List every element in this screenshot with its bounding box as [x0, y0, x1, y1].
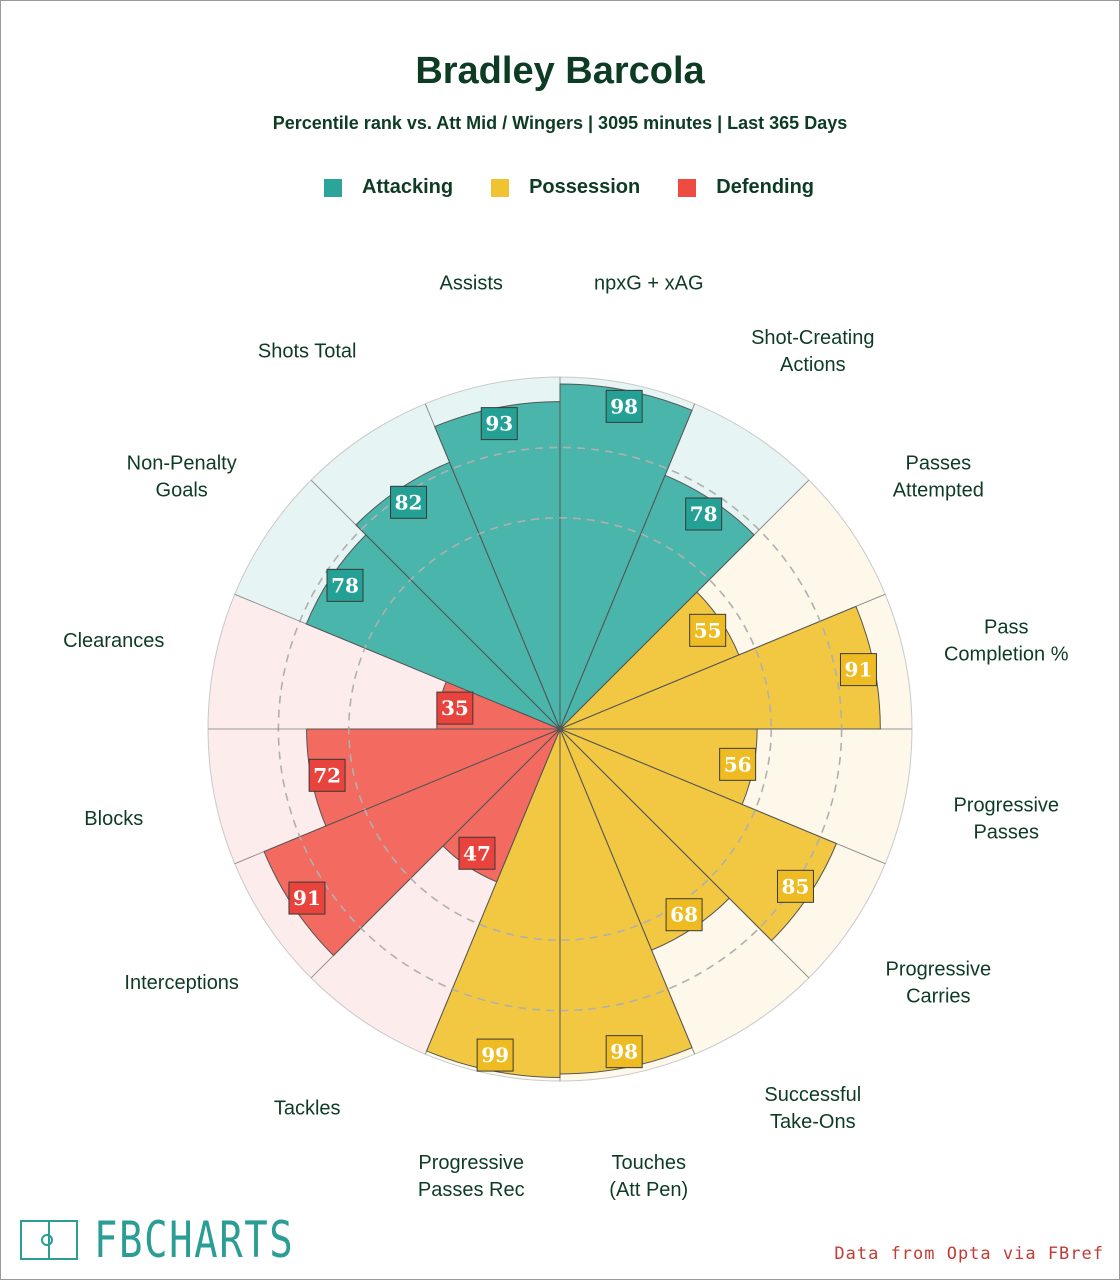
radial-line	[559, 728, 886, 865]
value-label-box	[776, 869, 814, 903]
value-label-box	[390, 485, 428, 519]
value-label-text: 55	[694, 618, 722, 642]
value-label-progressive-carries: 85	[776, 869, 814, 903]
value-label-text: 68	[670, 903, 698, 927]
category-label-non-penalty-goals: Non-Penalty Goals	[127, 453, 237, 502]
value-label-text: 91	[845, 658, 873, 682]
value-label-text: 85	[782, 874, 810, 898]
value-label-text: 47	[463, 841, 491, 865]
value-label-box	[476, 1038, 514, 1072]
value-label-box	[458, 836, 496, 870]
category-label-progressive-passes: Progressive Passes	[953, 794, 1059, 843]
value-label-text: 56	[724, 752, 752, 776]
legend-swatch-defending	[678, 178, 697, 197]
legend-item-defending: Defending	[678, 176, 814, 199]
value-label-text: 98	[610, 1040, 638, 1064]
value-label-shot-creating-actions: 78	[685, 497, 723, 531]
value-label-successful-take-ons: 68	[665, 898, 703, 932]
legend-label-defending: Defending	[716, 176, 815, 198]
legend-item-possession: Possession	[491, 176, 640, 199]
value-label-box	[839, 653, 877, 687]
radial-line	[559, 593, 886, 730]
category-label-touches-att-pen: Touches (Att Pen)	[609, 1152, 688, 1201]
value-label-assists: 93	[480, 407, 518, 441]
pitch-icon	[20, 1220, 78, 1260]
radial-line	[310, 728, 561, 979]
value-label-text: 91	[293, 886, 321, 910]
category-label-progressive-passes-rec: Progressive Passes Rec	[418, 1152, 525, 1201]
value-label-box	[605, 1035, 643, 1069]
value-label-progressive-passes-rec: 99	[476, 1038, 514, 1072]
radial-line	[559, 728, 810, 979]
value-label-box	[605, 389, 643, 423]
radial-line	[559, 403, 696, 730]
legend-swatch-attacking	[323, 178, 342, 197]
value-label-interceptions: 91	[288, 881, 326, 915]
value-label-clearances: 35	[436, 691, 474, 725]
radial-line	[424, 403, 561, 730]
legend-item-attacking: Attacking	[323, 176, 454, 199]
value-label-box	[689, 613, 727, 647]
value-label-pass-completion: 91	[839, 653, 877, 687]
data-credit: Data from Opta via FBref	[834, 1244, 1104, 1264]
value-label-shots-total: 82	[390, 485, 428, 519]
category-label-blocks: Blocks	[84, 808, 143, 830]
value-label-non-penalty-goals: 78	[326, 568, 364, 602]
legend-swatch-possession	[491, 178, 510, 197]
value-label-box	[665, 898, 703, 932]
radial-line	[234, 728, 561, 865]
value-label-box	[308, 758, 346, 792]
value-label-text: 82	[395, 490, 423, 514]
value-label-text: 78	[690, 502, 718, 526]
category-label-pass-completion: Pass Completion %	[944, 617, 1069, 666]
value-label-box	[719, 747, 757, 781]
value-label-box	[685, 497, 723, 531]
category-label-npxg-xag: npxG + xAG	[594, 273, 704, 295]
legend-label-possession: Possession	[529, 176, 641, 198]
category-label-clearances: Clearances	[63, 630, 164, 652]
category-label-progressive-carries: Progressive Carries	[886, 958, 992, 1007]
category-label-successful-take-ons: Successful Take-Ons	[764, 1084, 861, 1133]
category-label-shot-creating-actions: Shot-Creating Actions	[751, 327, 874, 376]
radial-line	[559, 479, 810, 730]
value-label-text: 99	[481, 1043, 509, 1067]
category-label-interceptions: Interceptions	[124, 972, 239, 994]
category-label-assists: Assists	[440, 273, 503, 295]
category-label-tackles: Tackles	[274, 1097, 341, 1119]
chart-title: Bradley Barcola	[415, 50, 705, 92]
value-label-passes-attempted: 55	[689, 613, 727, 647]
legend-label-attacking: Attacking	[361, 176, 454, 198]
value-label-text: 78	[331, 573, 359, 597]
value-label-text: 98	[610, 394, 638, 418]
value-label-box	[326, 568, 364, 602]
logo-text: FBCHARTS	[94, 1211, 295, 1269]
category-label-passes-attempted: Passes Attempted	[893, 453, 984, 502]
value-label-box	[288, 881, 326, 915]
value-label-text: 93	[485, 412, 513, 436]
value-label-npxg-xag: 98	[605, 389, 643, 423]
value-label-tackles: 47	[458, 836, 496, 870]
value-label-blocks: 72	[308, 758, 346, 792]
radial-line	[559, 728, 696, 1055]
value-label-text: 35	[441, 696, 469, 720]
radial-line	[234, 593, 561, 730]
radial-line	[424, 728, 561, 1055]
value-label-touches-att-pen: 98	[605, 1035, 643, 1069]
value-label-box	[436, 691, 474, 725]
value-label-text: 72	[313, 763, 341, 787]
value-label-box	[480, 407, 518, 441]
radial-line	[310, 479, 561, 730]
chart-subtitle: Percentile rank vs. Att Mid / Wingers | …	[272, 113, 848, 133]
legend: Attacking Possession Defending	[0, 176, 1120, 199]
fbcharts-logo: FBCHARTS	[20, 1211, 351, 1269]
value-label-progressive-passes: 56	[719, 747, 757, 781]
category-label-shots-total: Shots Total	[258, 341, 357, 363]
